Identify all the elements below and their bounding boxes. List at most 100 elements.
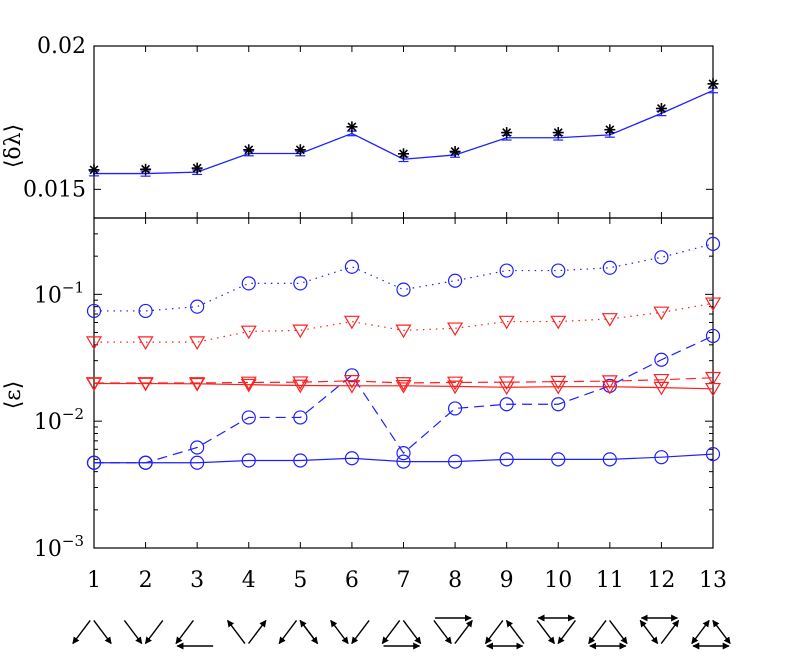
circle-marker — [138, 455, 153, 470]
triangle-marker — [704, 382, 722, 397]
triangle-marker — [653, 381, 670, 396]
network-diagram-icon — [72, 619, 112, 645]
triangle-marker — [704, 297, 722, 312]
circle-marker — [654, 450, 669, 465]
circle-marker — [499, 397, 514, 412]
x-tick-label: 9 — [500, 568, 514, 593]
triangle-marker — [343, 374, 360, 389]
circle-marker — [241, 276, 256, 291]
edge-arrow — [660, 619, 680, 645]
x-tick-label: 4 — [242, 568, 256, 593]
network-diagram-icon — [330, 619, 370, 645]
circle-marker — [705, 236, 721, 251]
circle-marker — [705, 328, 721, 344]
circle-marker — [551, 452, 566, 467]
circle-marker — [293, 453, 308, 468]
edge-arrow — [278, 619, 298, 645]
circle-marker — [447, 401, 463, 416]
x-tick-label: 10 — [544, 568, 572, 593]
edge-arrow — [299, 619, 319, 645]
star-marker — [88, 164, 100, 176]
network-diagram-icon — [433, 614, 473, 645]
edge-arrow — [72, 619, 91, 645]
network-diagram-icon — [484, 619, 525, 650]
x-tick-label: 8 — [448, 568, 462, 593]
series-line — [94, 243, 714, 312]
circle-marker — [293, 276, 308, 291]
x-tick-label: 2 — [139, 568, 153, 593]
triangle-marker — [395, 379, 412, 394]
series-line — [94, 335, 714, 464]
triangle-marker — [137, 336, 154, 350]
circle-marker — [293, 410, 308, 425]
circle-marker — [190, 440, 205, 455]
network-diagram-icon — [639, 614, 680, 645]
edge-arrow — [351, 619, 370, 645]
network-diagram-icon — [226, 619, 267, 645]
x-tick-label: 3 — [190, 568, 204, 593]
circle-marker — [190, 299, 205, 314]
star-marker — [552, 127, 564, 139]
network-diagrams — [72, 614, 731, 650]
edge-arrow — [639, 619, 659, 645]
edge-arrow — [484, 619, 504, 645]
edge-arrow — [536, 619, 556, 645]
circle-marker — [551, 397, 566, 412]
triangle-marker — [704, 371, 722, 386]
x-tick-label: 1 — [87, 568, 101, 593]
x-tick-label: 13 — [699, 568, 727, 593]
circle-marker — [499, 263, 514, 278]
circle-marker — [138, 303, 153, 319]
edge-arrow — [691, 619, 710, 645]
edge-arrow — [557, 619, 577, 645]
top-panel: 0.015 0.02 — [23, 34, 719, 219]
series-solid-circle — [86, 447, 721, 470]
circle-marker — [396, 446, 411, 461]
series-dashed-circle — [86, 328, 721, 470]
bottom-y-axis-label: ⟨ε⟩ — [1, 381, 26, 410]
edge-arrow — [93, 619, 112, 645]
edge-arrow — [433, 619, 452, 645]
network-diagram-icon — [536, 614, 577, 645]
series-line — [94, 453, 714, 464]
triangle-marker — [653, 373, 670, 388]
triangle-marker — [240, 376, 257, 391]
triangle-marker — [498, 315, 515, 330]
star-marker — [501, 127, 513, 139]
star-marker — [707, 78, 719, 90]
edge-arrow — [144, 619, 164, 645]
star-marker — [655, 102, 667, 114]
edge-arrow — [226, 619, 246, 645]
network-diagram-icon — [123, 619, 164, 645]
triangle-marker — [601, 313, 618, 327]
triangle-marker — [343, 379, 360, 394]
circle-marker — [344, 451, 360, 466]
edge-arrow — [402, 619, 422, 645]
circle-marker — [241, 453, 256, 468]
circle-marker — [602, 260, 617, 275]
circle-marker — [551, 263, 566, 278]
triangle-marker — [137, 377, 154, 392]
top-y-axis-label: ⟨δλ⟩ — [1, 124, 26, 168]
circle-marker — [190, 455, 205, 470]
edge-arrow — [712, 619, 731, 645]
edge-arrow — [609, 619, 628, 645]
top-plot-frame — [93, 45, 714, 219]
circle-marker — [705, 447, 721, 462]
network-diagram-icon — [175, 619, 214, 650]
circle-marker — [86, 455, 102, 470]
star-marker — [398, 148, 409, 160]
edge-arrow — [123, 619, 143, 645]
x-tick-labels: 1 2 3 4 5 6 7 8 9 10 11 12 13 — [87, 568, 727, 593]
circle-marker — [654, 352, 669, 367]
x-tick-label: 6 — [345, 568, 359, 593]
y-tick-label: 10−2 — [34, 405, 84, 435]
y-tick-label: 0.015 — [23, 177, 86, 202]
circle-marker — [86, 303, 102, 319]
triangle-marker — [550, 315, 567, 330]
triangle-marker — [189, 377, 206, 392]
circle-marker — [396, 454, 411, 469]
series-solid-triangle — [85, 377, 722, 397]
triangle-marker — [189, 336, 206, 350]
y-tick-label: 0.02 — [37, 34, 86, 59]
